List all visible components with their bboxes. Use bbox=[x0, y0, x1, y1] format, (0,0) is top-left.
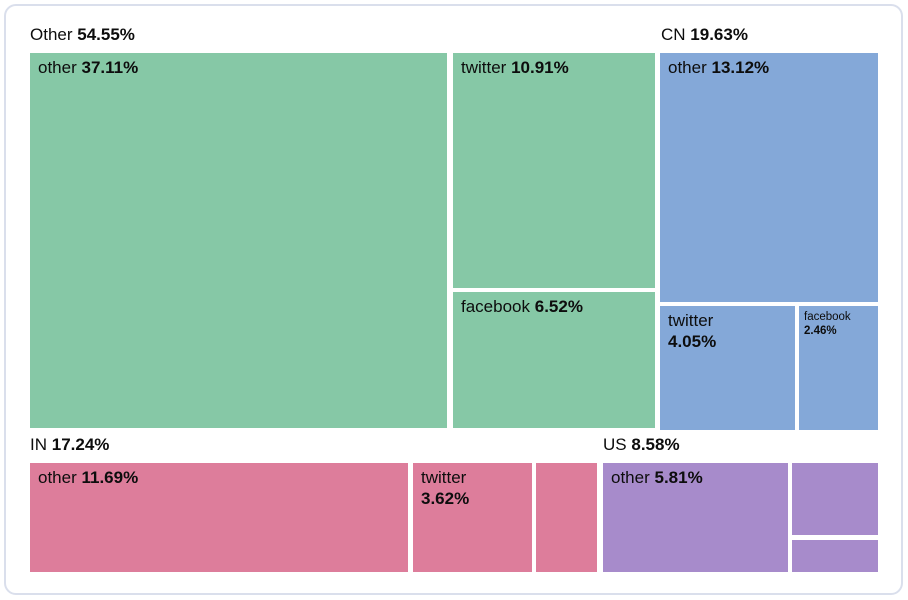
treemap-cell-us-unlabeled[interactable] bbox=[792, 540, 878, 572]
cell-label: other 5.81% bbox=[611, 467, 784, 488]
treemap-cell-in-other[interactable]: other 11.69% bbox=[30, 463, 408, 572]
treemap-cell-cn-twitter[interactable]: twitter 4.05% bbox=[660, 306, 795, 430]
group-percent: 17.24% bbox=[51, 435, 110, 454]
cell-name: facebook bbox=[804, 311, 851, 323]
treemap-cell-other-twitter[interactable]: twitter 10.91% bbox=[453, 53, 655, 288]
cell-name: twitter bbox=[461, 58, 507, 77]
cell-percent: 6.52% bbox=[534, 297, 583, 316]
cell-name: facebook bbox=[461, 297, 530, 316]
treemap-cell-other-facebook[interactable]: facebook 6.52% bbox=[453, 292, 655, 428]
group-name: Other bbox=[30, 25, 73, 44]
group-name: US bbox=[603, 435, 627, 454]
group-label-cn: CN 19.63% bbox=[661, 25, 748, 45]
group-name: CN bbox=[661, 25, 686, 44]
group-label-us: US 8.58% bbox=[603, 435, 680, 455]
cell-label: other 37.11% bbox=[38, 57, 443, 78]
cell-percent: 37.11% bbox=[81, 58, 139, 77]
cell-name: other bbox=[38, 468, 77, 487]
cell-percent: 10.91% bbox=[511, 58, 569, 77]
cell-percent: 3.62% bbox=[421, 489, 470, 508]
group-name: IN bbox=[30, 435, 47, 454]
group-percent: 54.55% bbox=[77, 25, 135, 44]
treemap-cell-cn-facebook[interactable]: facebook 2.46% bbox=[799, 306, 878, 430]
cell-label: other 13.12% bbox=[668, 57, 874, 78]
cell-name: other bbox=[38, 58, 77, 77]
cell-percent: 11.69% bbox=[81, 468, 139, 487]
cell-name: other bbox=[668, 58, 707, 77]
group-percent: 19.63% bbox=[690, 25, 748, 44]
group-percent: 8.58% bbox=[631, 435, 680, 454]
cell-percent: 5.81% bbox=[654, 468, 703, 487]
cell-percent: 13.12% bbox=[711, 58, 770, 77]
cell-label: other 11.69% bbox=[38, 467, 404, 488]
treemap-cell-us-unlabeled[interactable] bbox=[792, 463, 878, 535]
cell-percent: 4.05% bbox=[668, 332, 717, 351]
cell-name: twitter bbox=[668, 311, 714, 330]
treemap-cell-in-unlabeled[interactable] bbox=[536, 463, 597, 572]
cell-label: twitter 3.62% bbox=[421, 467, 528, 509]
cell-label: facebook 2.46% bbox=[804, 310, 874, 338]
cell-label: twitter 10.91% bbox=[461, 57, 651, 78]
cell-label: twitter 4.05% bbox=[668, 310, 791, 352]
cell-label: facebook 6.52% bbox=[461, 296, 651, 317]
treemap-cell-other-other[interactable]: other 37.11% bbox=[30, 53, 447, 428]
group-label-other: Other 54.55% bbox=[30, 25, 135, 45]
treemap-cell-in-twitter[interactable]: twitter 3.62% bbox=[413, 463, 532, 572]
treemap-cell-us-other[interactable]: other 5.81% bbox=[603, 463, 788, 572]
treemap-cell-cn-other[interactable]: other 13.12% bbox=[660, 53, 878, 302]
cell-name: other bbox=[611, 468, 650, 487]
cell-name: twitter bbox=[421, 468, 467, 487]
cell-percent: 2.46% bbox=[804, 325, 837, 337]
group-label-in: IN 17.24% bbox=[30, 435, 109, 455]
